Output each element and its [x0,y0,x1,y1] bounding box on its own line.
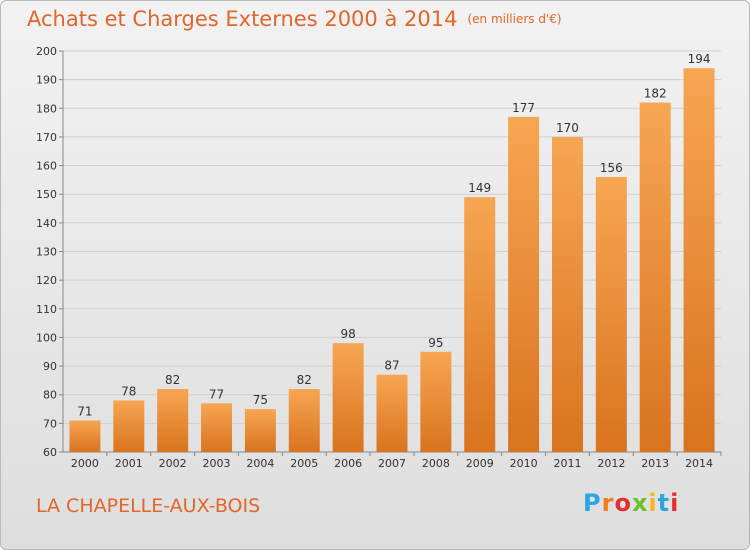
labels: 71 2000 78 2001 82 2002 77 2003 75 2004 82 2005 98 20… [71,52,713,470]
proxiti-logo: Proxiti [583,489,679,517]
logo-letter: i [648,489,658,517]
x-tick-label: 2000 [71,457,99,470]
bar-2008 [420,351,452,452]
y-tick-label: 100 [36,331,57,344]
x-tick-label: 2009 [466,457,494,470]
logo-letter: o [614,489,632,517]
y-tick-label: 140 [36,217,57,230]
x-tick-label: 2011 [553,457,581,470]
logo-letter: i [670,489,680,517]
x-tick-label: 2003 [203,457,231,470]
data-label: 75 [253,393,268,407]
x-tick-label: 2014 [685,457,713,470]
y-tick-label: 90 [43,360,57,373]
data-label: 82 [165,373,180,387]
y-tick-label: 120 [36,274,57,287]
data-label: 82 [297,373,312,387]
data-label: 194 [688,52,711,66]
data-label: 95 [428,336,443,350]
y-tick-label: 80 [43,389,57,402]
data-label: 71 [77,404,92,418]
bar-2004 [244,409,276,452]
chart-title: Achats et Charges Externes 2000 à 2014 (e… [27,7,562,31]
data-label: 78 [121,384,136,398]
data-label: 149 [468,181,491,195]
data-label: 87 [384,359,399,373]
x-tick-label: 2008 [422,457,450,470]
logo-letter: t [657,489,671,517]
x-tick-label: 2012 [597,457,625,470]
y-tick-label: 160 [36,160,57,173]
data-label: 170 [556,121,579,135]
y-tick-label: 150 [36,188,57,201]
x-tick-label: 2002 [159,457,187,470]
logo-letter: x [631,489,649,517]
y-tick-label: 180 [36,102,57,115]
logo-letter: P [583,489,602,517]
y-tick-label: 130 [36,246,57,259]
x-tick-label: 2005 [290,457,318,470]
bar-2006 [332,343,364,452]
y-tick-label: 110 [36,303,57,316]
x-tick-label: 2004 [246,457,274,470]
bar-2011 [551,136,583,452]
bar-2001 [113,400,145,452]
logo-letter: r [601,489,615,517]
bar-2012 [595,177,627,452]
y-tick-label: 70 [43,417,57,430]
x-tick-label: 2001 [115,457,143,470]
x-tick-label: 2010 [510,457,538,470]
y-tick-label: 190 [36,74,57,87]
data-label: 77 [209,387,224,401]
bar-2002 [157,388,189,452]
x-tick-label: 2013 [641,457,669,470]
bar-2014 [683,68,715,452]
x-tick-label: 2006 [334,457,362,470]
bar-2007 [376,374,408,452]
chart-title-text: Achats et Charges Externes 2000 à 2014 [27,7,458,31]
y-tick-label: 60 [43,446,57,459]
commune-name: LA CHAPELLE-AUX-BOIS [36,495,261,517]
data-label: 182 [644,87,667,101]
y-tick-label: 200 [36,45,57,58]
bar-2003 [201,403,233,452]
data-label: 156 [600,161,623,175]
bar-2009 [464,197,496,452]
bar-2005 [288,388,320,452]
bar-2000 [69,420,101,452]
data-label: 98 [340,327,355,341]
chart-subtitle: (en milliers d'€) [467,12,562,26]
bar-2013 [639,102,671,453]
x-tick-label: 2007 [378,457,406,470]
bar-2010 [508,116,540,452]
y-tick-label: 170 [36,131,57,144]
bars [69,68,715,453]
data-label: 177 [512,101,535,115]
